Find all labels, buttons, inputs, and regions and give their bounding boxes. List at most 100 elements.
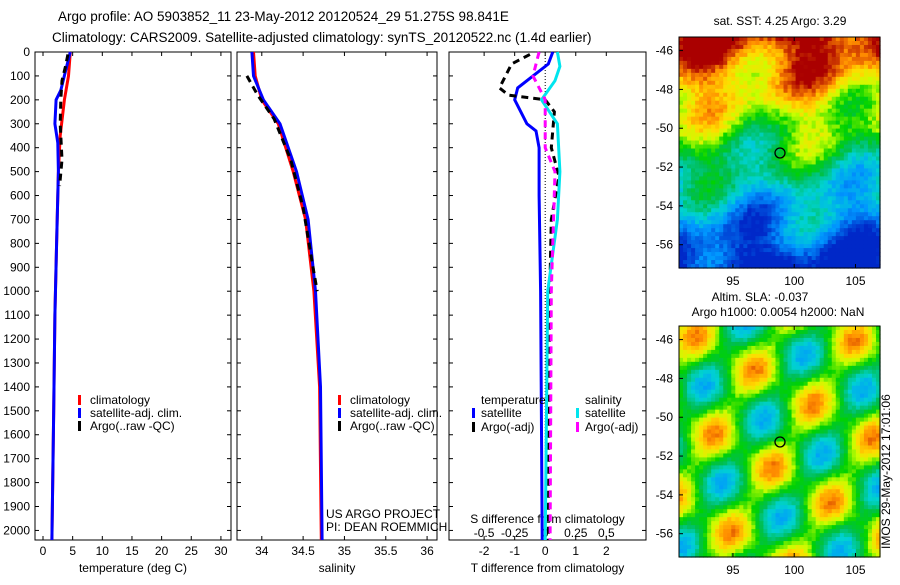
map-cell (828, 109, 833, 114)
map-cell (743, 204, 748, 209)
map-cell (836, 445, 841, 450)
map-cell (691, 461, 696, 466)
map-cell (763, 457, 768, 462)
map-cell (852, 196, 857, 201)
map-cell (699, 156, 704, 161)
map-cell (703, 168, 708, 173)
map-cell (703, 65, 708, 70)
map-cell (800, 204, 805, 209)
map-cell (715, 125, 720, 130)
y-tick-label: 1900 (3, 500, 30, 514)
map-cell (763, 105, 768, 110)
map-cell (767, 426, 772, 431)
map-cell (812, 224, 817, 229)
map-cell (816, 461, 821, 466)
map-cell (808, 236, 813, 241)
map-cell (824, 45, 829, 50)
map-cell (699, 125, 704, 130)
map-cell (755, 354, 760, 359)
map-cell (691, 390, 696, 395)
map-cell (852, 398, 857, 403)
map-cell (872, 374, 877, 379)
map-cell (691, 240, 696, 245)
map-cell (755, 37, 760, 42)
map-cell (735, 109, 740, 114)
map-cell (707, 41, 712, 46)
map-cell (739, 469, 744, 474)
map-cell (723, 168, 728, 173)
map-cell (731, 212, 736, 217)
map-cell (792, 228, 797, 233)
map-cell (739, 141, 744, 146)
map-cell (755, 149, 760, 154)
map-cell (759, 465, 764, 470)
map-cell (739, 438, 744, 443)
map-cell (828, 461, 833, 466)
map-cell (747, 382, 752, 387)
map-cell (699, 244, 704, 249)
map-cell (812, 338, 817, 343)
map-cell (852, 149, 857, 154)
map-cell (707, 57, 712, 62)
map-cell (832, 196, 837, 201)
map-cell (860, 156, 865, 161)
map-cell (731, 69, 736, 74)
map-cell (755, 164, 760, 169)
map-cell (767, 236, 772, 241)
map-cell (699, 129, 704, 134)
map-cell (699, 45, 704, 50)
map-cell (727, 260, 732, 265)
map-cell (792, 438, 797, 443)
map-cell (796, 362, 801, 367)
map-cell (695, 236, 700, 241)
map-cell (840, 53, 845, 58)
map-cell (816, 113, 821, 118)
map-cell (711, 326, 716, 331)
map-cell (751, 374, 756, 379)
map-cell (812, 89, 817, 94)
map-cell (759, 430, 764, 435)
map-cell (852, 141, 857, 146)
map-cell (771, 410, 776, 415)
map-cell (687, 200, 692, 205)
map-cell (695, 358, 700, 363)
map-cell (715, 398, 720, 403)
map-cell (800, 346, 805, 351)
map-cell (691, 406, 696, 411)
map-cell (808, 378, 813, 383)
map-cell (687, 172, 692, 177)
map-cell (739, 121, 744, 126)
map-cell (747, 461, 752, 466)
map-cell (836, 449, 841, 454)
map-cell (868, 204, 873, 209)
map-cell (844, 438, 849, 443)
map-cell (832, 252, 837, 257)
map-cell (679, 354, 684, 359)
map-cell (800, 236, 805, 241)
map-cell (864, 390, 869, 395)
map-cell (767, 240, 772, 245)
map-cell (852, 176, 857, 181)
map-x-tick-label: 105 (845, 274, 865, 288)
map-cell (767, 260, 772, 265)
map-cell (788, 240, 793, 245)
map-cell (683, 330, 688, 335)
map-cell (824, 362, 829, 367)
map-cell (755, 330, 760, 335)
x-axis-label: temperature (deg C) (79, 561, 187, 575)
map-cell (703, 374, 708, 379)
map-cell (788, 65, 793, 70)
map-cell (820, 216, 825, 221)
map-cell (771, 414, 776, 419)
map-cell (828, 346, 833, 351)
map-cell (719, 430, 724, 435)
map-cell (711, 402, 716, 407)
map-cell (683, 156, 688, 161)
map-cell (800, 256, 805, 261)
map-cell (755, 121, 760, 126)
map-cell (727, 172, 732, 177)
map-cell (723, 398, 728, 403)
map-cell (707, 184, 712, 189)
map-cell (763, 180, 768, 185)
map-cell (687, 121, 692, 126)
